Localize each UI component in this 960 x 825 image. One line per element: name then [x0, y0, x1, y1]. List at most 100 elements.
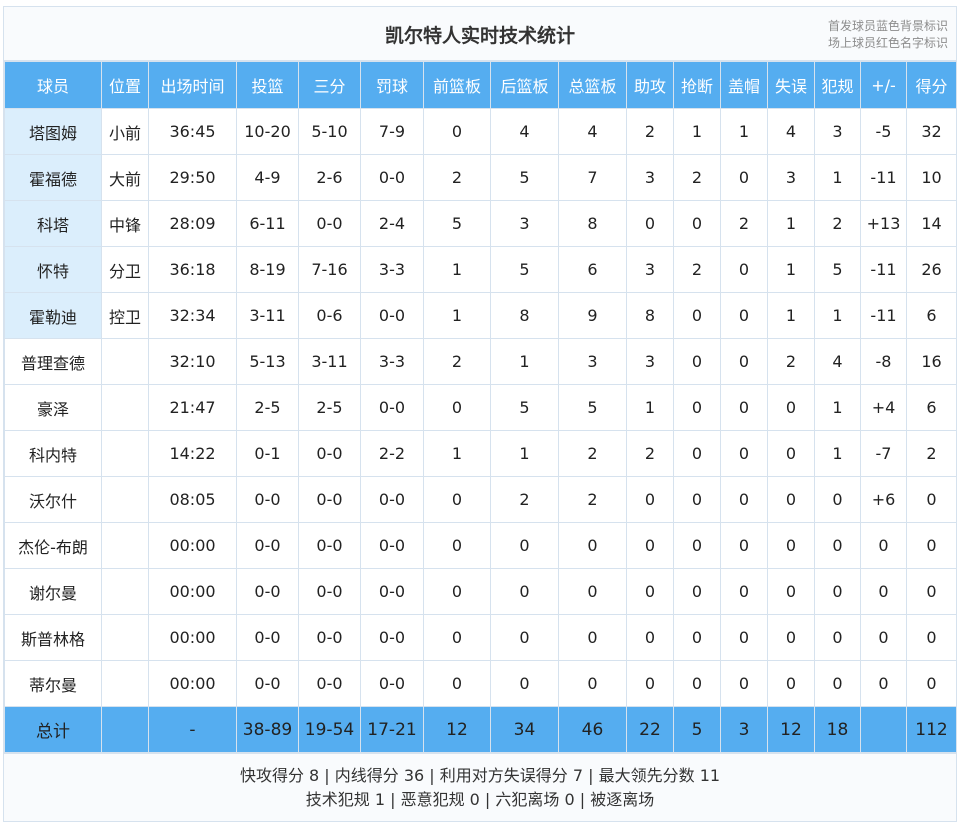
col-header-free-throws[interactable]: 罚球	[360, 61, 424, 109]
player-field-goals: 10-20	[236, 108, 299, 155]
player-free-throws: 0-0	[360, 384, 424, 431]
player-turnovers: 1	[767, 200, 815, 247]
player-three-pointers: 0-0	[298, 568, 361, 615]
table-row: 蒂尔曼 00:00 0-0 0-0 0-0 0 0 0 0 0 0 0 0 0 0	[4, 660, 957, 707]
player-field-goals: 0-0	[236, 568, 299, 615]
col-header-total-rebounds[interactable]: 总篮板	[558, 61, 627, 109]
totals-position	[101, 706, 149, 753]
player-steals: 0	[673, 568, 721, 615]
totals-points: 112	[906, 706, 957, 753]
player-free-throws: 0-0	[360, 568, 424, 615]
table-row: 怀特 分卫 36:18 8-19 7-16 3-3 1 5 6 3 2 0 1 5 -11 26	[4, 246, 957, 293]
player-fouls: 0	[814, 568, 861, 615]
player-plus-minus: +4	[860, 384, 907, 431]
table-row: 豪泽 21:47 2-5 2-5 0-0 0 5 5 1 0 0 0 1 +4 6	[4, 384, 957, 431]
totals-field-goals: 38-89	[236, 706, 299, 753]
player-minutes: 00:00	[148, 522, 237, 569]
player-blocks: 0	[720, 292, 768, 339]
player-total-rebounds: 6	[558, 246, 627, 293]
player-free-throws: 7-9	[360, 108, 424, 155]
col-header-three-pointers[interactable]: 三分	[298, 61, 361, 109]
player-name[interactable]: 霍勒迪	[4, 292, 102, 339]
player-field-goals: 2-5	[236, 384, 299, 431]
player-position: 分卫	[101, 246, 149, 293]
player-offensive-rebounds: 0	[423, 108, 491, 155]
totals-row: 总计 - 38-89 19-54 17-21 12 34 46 22 5 3 1…	[4, 706, 957, 753]
player-three-pointers: 0-0	[298, 476, 361, 523]
table-row: 斯普林格 00:00 0-0 0-0 0-0 0 0 0 0 0 0 0 0 0 0	[4, 614, 957, 661]
player-offensive-rebounds: 0	[423, 384, 491, 431]
player-total-rebounds: 8	[558, 200, 627, 247]
player-minutes: 00:00	[148, 660, 237, 707]
col-header-offensive-rebounds[interactable]: 前篮板	[423, 61, 491, 109]
table-row: 科内特 14:22 0-1 0-0 2-2 1 1 2 2 0 0 0 1 -7 2	[4, 430, 957, 477]
col-header-points[interactable]: 得分	[906, 61, 957, 109]
col-header-player[interactable]: 球员	[4, 61, 102, 109]
player-assists: 0	[626, 568, 674, 615]
player-minutes: 28:09	[148, 200, 237, 247]
player-name[interactable]: 谢尔曼	[4, 568, 102, 615]
player-blocks: 0	[720, 568, 768, 615]
player-steals: 2	[673, 246, 721, 293]
player-position	[101, 430, 149, 477]
player-defensive-rebounds: 8	[490, 292, 559, 339]
legend-on-court-note: 场上球员红色名字标识	[827, 36, 948, 50]
player-steals: 0	[673, 660, 721, 707]
player-plus-minus: -8	[860, 338, 907, 385]
player-fouls: 1	[814, 292, 861, 339]
player-field-goals: 0-0	[236, 660, 299, 707]
totals-blocks: 3	[720, 706, 768, 753]
player-name[interactable]: 塔图姆	[4, 108, 102, 155]
player-defensive-rebounds: 0	[490, 522, 559, 569]
col-header-assists[interactable]: 助攻	[626, 61, 674, 109]
player-fouls: 2	[814, 200, 861, 247]
player-blocks: 0	[720, 246, 768, 293]
player-name[interactable]: 怀特	[4, 246, 102, 293]
player-three-pointers: 2-6	[298, 154, 361, 201]
player-fouls: 4	[814, 338, 861, 385]
player-turnovers: 0	[767, 384, 815, 431]
player-fouls: 0	[814, 476, 861, 523]
player-points: 0	[906, 614, 957, 661]
player-name[interactable]: 蒂尔曼	[4, 660, 102, 707]
player-assists: 2	[626, 108, 674, 155]
player-defensive-rebounds: 2	[490, 476, 559, 523]
player-turnovers: 0	[767, 568, 815, 615]
table-header-row: 球员 位置 出场时间 投篮 三分 罚球 前篮板 后篮板 总篮板 助攻 抢断 盖帽…	[4, 61, 957, 109]
col-header-position[interactable]: 位置	[101, 61, 149, 109]
player-name[interactable]: 斯普林格	[4, 614, 102, 661]
player-field-goals: 0-0	[236, 476, 299, 523]
player-name[interactable]: 杰伦-布朗	[4, 522, 102, 569]
col-header-minutes[interactable]: 出场时间	[148, 61, 237, 109]
player-name[interactable]: 豪泽	[4, 384, 102, 431]
player-three-pointers: 3-11	[298, 338, 361, 385]
col-header-fouls[interactable]: 犯规	[814, 61, 861, 109]
player-assists: 8	[626, 292, 674, 339]
col-header-plus-minus[interactable]: +/-	[860, 61, 907, 109]
player-three-pointers: 7-16	[298, 246, 361, 293]
totals-plus-minus	[860, 706, 907, 753]
player-name[interactable]: 沃尔什	[4, 476, 102, 523]
table-row: 沃尔什 08:05 0-0 0-0 0-0 0 2 2 0 0 0 0 0 +6 0	[4, 476, 957, 523]
table-row: 霍勒迪 控卫 32:34 3-11 0-6 0-0 1 8 9 8 0 0 1 1 -11 6	[4, 292, 957, 339]
player-fouls: 1	[814, 384, 861, 431]
player-steals: 0	[673, 338, 721, 385]
col-header-field-goals[interactable]: 投篮	[236, 61, 299, 109]
player-name[interactable]: 普理查德	[4, 338, 102, 385]
player-free-throws: 3-3	[360, 338, 424, 385]
player-name[interactable]: 霍福德	[4, 154, 102, 201]
player-minutes: 36:18	[148, 246, 237, 293]
table-row: 科塔 中锋 28:09 6-11 0-0 2-4 5 3 8 0 0 2 1 2 +13 14	[4, 200, 957, 247]
col-header-turnovers[interactable]: 失误	[767, 61, 815, 109]
player-name[interactable]: 科塔	[4, 200, 102, 247]
player-turnovers: 4	[767, 108, 815, 155]
player-turnovers: 1	[767, 246, 815, 293]
col-header-blocks[interactable]: 盖帽	[720, 61, 768, 109]
player-plus-minus: 0	[860, 522, 907, 569]
player-fouls: 0	[814, 522, 861, 569]
player-blocks: 0	[720, 522, 768, 569]
col-header-defensive-rebounds[interactable]: 后篮板	[490, 61, 559, 109]
player-plus-minus: 0	[860, 660, 907, 707]
col-header-steals[interactable]: 抢断	[673, 61, 721, 109]
player-name[interactable]: 科内特	[4, 430, 102, 477]
